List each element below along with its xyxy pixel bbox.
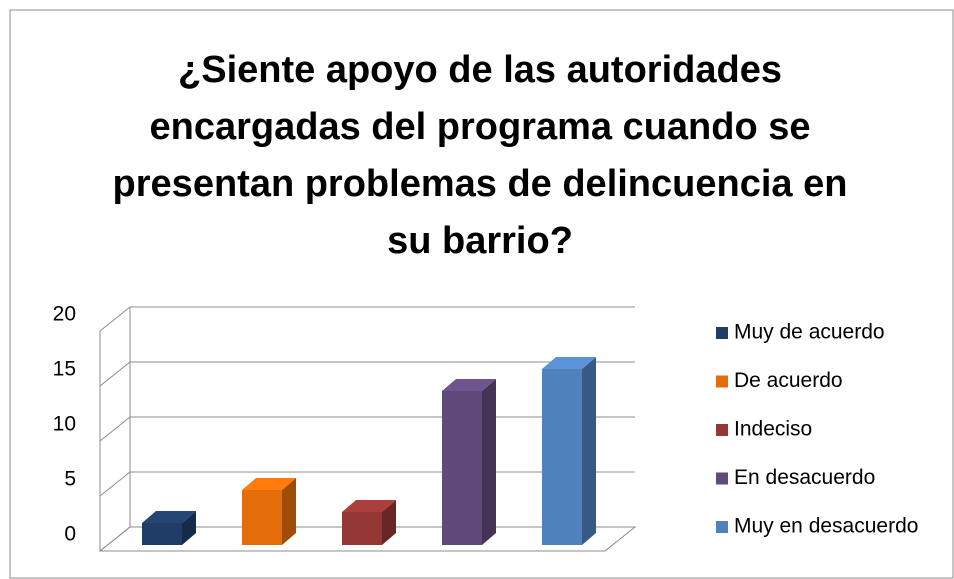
grid-line-side [99,306,131,332]
bar-side [482,379,496,545]
y-tick-label: 20 [53,303,76,326]
y-tick-label: 15 [53,358,76,381]
legend-label: De acuerdo [734,369,843,392]
legend-label: Muy de acuerdo [734,321,885,344]
y-tick-label: 0 [64,523,76,546]
legend-swatch [716,327,728,339]
legend-swatch [716,375,728,388]
bar-side [182,511,196,545]
legend-swatch [716,521,728,533]
bar [542,369,582,545]
y-tick-label: 10 [53,413,76,436]
legend-label: Indeciso [734,418,812,441]
bar-side [382,500,396,545]
grid-line-side [99,526,131,552]
bar-top [342,500,396,512]
y-tick-label: 5 [64,468,76,491]
legend-swatch [716,472,728,485]
grid-line-side [99,471,131,497]
bar [342,512,382,545]
grid-line-side [99,416,131,442]
legend-swatch [716,424,728,436]
bar-side [282,478,296,545]
bar-side [582,357,596,545]
bar-top [542,357,596,369]
bar-top [442,379,496,391]
bar [142,523,182,545]
bar-top [142,511,196,523]
legend-label: En desacuerdo [734,466,875,489]
chart-title: ¿Siente apoyo de las autoridades encarga… [112,49,848,262]
bar [242,490,282,545]
grid-line-side [99,361,131,387]
bar-top [242,478,296,490]
bar [442,391,482,545]
legend-label: Muy en desacuerdo [734,515,918,538]
